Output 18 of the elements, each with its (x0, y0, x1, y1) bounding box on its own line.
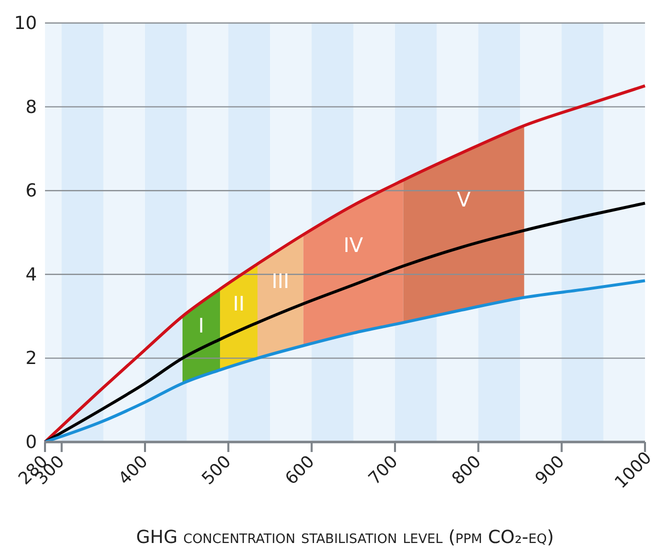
y-tick-label: 8 (26, 96, 37, 118)
band-label: IV (344, 233, 364, 258)
x-tick-label: 700 (364, 452, 402, 490)
x-tick-label: 900 (532, 452, 569, 490)
band-label: II (232, 292, 245, 316)
x-tick-label: 500 (198, 452, 236, 490)
x-axis-title: GHG concentration stabilisation level (ppm CO₂-eq) (136, 527, 554, 548)
band-label: I (198, 314, 204, 338)
y-tick-label: 4 (26, 264, 37, 286)
y-tick-label: 6 (26, 180, 37, 202)
y-tick-label: 2 (26, 348, 37, 370)
x-tick-label: 600 (282, 452, 319, 490)
y-tick-label: 10 (14, 13, 37, 34)
band-label: III (272, 269, 290, 294)
band-label: V (456, 187, 471, 212)
x-tick-label: 400 (114, 452, 152, 490)
y-tick-label: 0 (26, 432, 37, 453)
x-tick-label: 800 (448, 452, 486, 490)
